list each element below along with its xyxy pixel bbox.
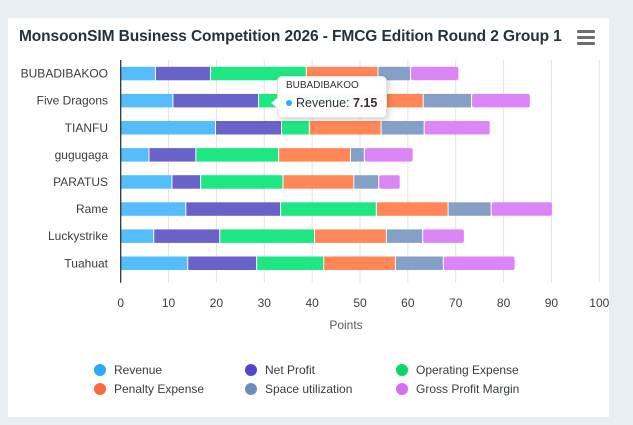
bar-gross-profit-margin[interactable] [472, 93, 530, 108]
chart-title: MonsoonSIM Business Competition 2026 - F… [19, 28, 562, 45]
tooltip-label: Revenue: [296, 96, 353, 110]
y-axis-label: Five Dragons [37, 94, 108, 108]
bar-revenue[interactable] [120, 175, 172, 189]
bar-net-profit[interactable] [186, 202, 281, 216]
x-tick-label: 90 [545, 296, 559, 310]
bar-net-profit[interactable] [155, 66, 210, 81]
bar-penalty-expense[interactable] [283, 175, 354, 189]
bar-space-utilization[interactable] [386, 229, 423, 243]
y-axis-label: TIANFU [65, 121, 108, 135]
x-axis-ticks: 0 10 20 30 40 50 60 70 80 90 100 [117, 296, 609, 310]
legend-label: Operating Expense [416, 362, 519, 377]
legend-label: Gross Profit Margin [416, 381, 520, 396]
tooltip-value: 7.15 [352, 96, 378, 110]
bar-space-utilization[interactable] [381, 121, 424, 135]
bar-gross-profit-margin[interactable] [411, 66, 459, 81]
y-axis-label: gugugaga [55, 148, 109, 162]
legend-item-penalty-expense[interactable]: Penalty Expense [94, 380, 245, 397]
bar-penalty-expense[interactable] [324, 256, 395, 271]
stacked-bar-chart: BUBADIBAKOO Five Dragons TIANFU gugugaga PAR… [21, 60, 609, 332]
y-axis-label: BUBADIBAKOO [21, 67, 108, 81]
x-tick-label: 70 [449, 296, 463, 310]
bar-revenue[interactable] [120, 148, 149, 162]
bar-revenue[interactable] [120, 93, 173, 108]
legend-item-gross-profit-margin[interactable]: Gross Profit Margin [396, 380, 556, 397]
x-tick-label: 100 [589, 296, 609, 310]
legend-item-net-profit[interactable]: Net Profit [245, 361, 396, 378]
tooltip: BUBADIBAKOO Revenue: 7.15 [271, 76, 387, 118]
x-tick-label: 20 [210, 296, 224, 310]
bar-net-profit[interactable] [172, 175, 201, 189]
legend-label: Net Profit [265, 362, 316, 377]
bar-revenue[interactable] [120, 121, 215, 135]
x-tick-label: 30 [258, 296, 272, 310]
bar-gross-profit-margin[interactable] [424, 121, 490, 135]
bar-space-utilization[interactable] [350, 148, 364, 162]
tooltip-series-dot [286, 99, 292, 106]
bar-space-utilization[interactable] [448, 202, 491, 216]
y-axis-label: Rame [76, 202, 108, 216]
bar-net-profit[interactable] [215, 121, 282, 135]
legend-label: Penalty Expense [114, 381, 205, 396]
bar-revenue[interactable] [120, 229, 154, 243]
y-axis-label: PARATUS [53, 175, 108, 189]
y-axis-label: Luckystrike [48, 229, 108, 243]
tooltip-category: BUBADIBAKOO [286, 80, 359, 91]
tooltip-row: Revenue: 7.15 [286, 96, 377, 110]
x-tick-label: 0 [117, 296, 124, 310]
bar-net-profit[interactable] [173, 93, 259, 108]
x-tick-label: 10 [162, 296, 176, 310]
hamburger-menu-icon[interactable] [577, 29, 595, 45]
x-tick-label: 80 [497, 296, 511, 310]
bar-net-profit[interactable] [149, 148, 196, 162]
chart-card: MonsoonSIM Business Competition 2026 - F… [8, 18, 609, 417]
bar-space-utilization[interactable] [395, 256, 443, 271]
bar-operating-expense[interactable] [201, 175, 283, 189]
legend-item-revenue[interactable]: Revenue [94, 361, 245, 378]
bar-penalty-expense[interactable] [376, 202, 448, 216]
bar-gross-profit-margin[interactable] [364, 148, 413, 162]
x-axis-title: Points [329, 318, 362, 332]
bar-penalty-expense[interactable] [309, 121, 381, 135]
bar-space-utilization[interactable] [354, 175, 379, 189]
x-tick-label: 50 [353, 296, 367, 310]
bar-net-profit[interactable] [188, 256, 257, 271]
bar-gross-profit-margin[interactable] [491, 202, 552, 216]
bar-gross-profit-margin[interactable] [423, 229, 464, 243]
bar-net-profit[interactable] [154, 229, 220, 243]
bar-gross-profit-margin[interactable] [379, 175, 400, 189]
bar-revenue[interactable] [120, 66, 155, 81]
legend-marker [396, 382, 408, 395]
x-tick-label: 40 [305, 296, 319, 310]
bar-space-utilization[interactable] [423, 93, 472, 108]
bar-gross-profit-margin[interactable] [443, 256, 515, 271]
bar-penalty-expense[interactable] [279, 148, 350, 162]
y-axis-labels: BUBADIBAKOO Five Dragons TIANFU gugugaga PAR… [21, 67, 109, 271]
legend-item-space-utilization[interactable]: Space utilization [245, 380, 396, 397]
legend-item-operating-expense[interactable]: Operating Expense [396, 361, 556, 378]
legend-label: Space utilization [265, 381, 353, 396]
bar-revenue[interactable] [120, 256, 188, 271]
legend: Revenue Net Profit Operating Expense Penalt… [94, 361, 564, 397]
bar-operating-expense[interactable] [220, 229, 315, 243]
bar-operating-expense[interactable] [257, 256, 324, 271]
y-axis-label: Tuahuat [64, 256, 108, 270]
bar-operating-expense[interactable] [281, 202, 376, 216]
legend-marker [94, 382, 106, 395]
legend-marker [396, 363, 408, 376]
bar-revenue[interactable] [120, 202, 186, 216]
bar-operating-expense[interactable] [196, 148, 279, 162]
legend-marker [245, 382, 257, 395]
legend-marker [94, 363, 106, 376]
bar-operating-expense[interactable] [282, 121, 309, 135]
bar-space-utilization[interactable] [378, 66, 411, 81]
bar-penalty-expense[interactable] [315, 229, 386, 243]
legend-marker [245, 363, 257, 376]
legend-label: Revenue [114, 362, 163, 377]
x-tick-label: 60 [401, 296, 415, 310]
